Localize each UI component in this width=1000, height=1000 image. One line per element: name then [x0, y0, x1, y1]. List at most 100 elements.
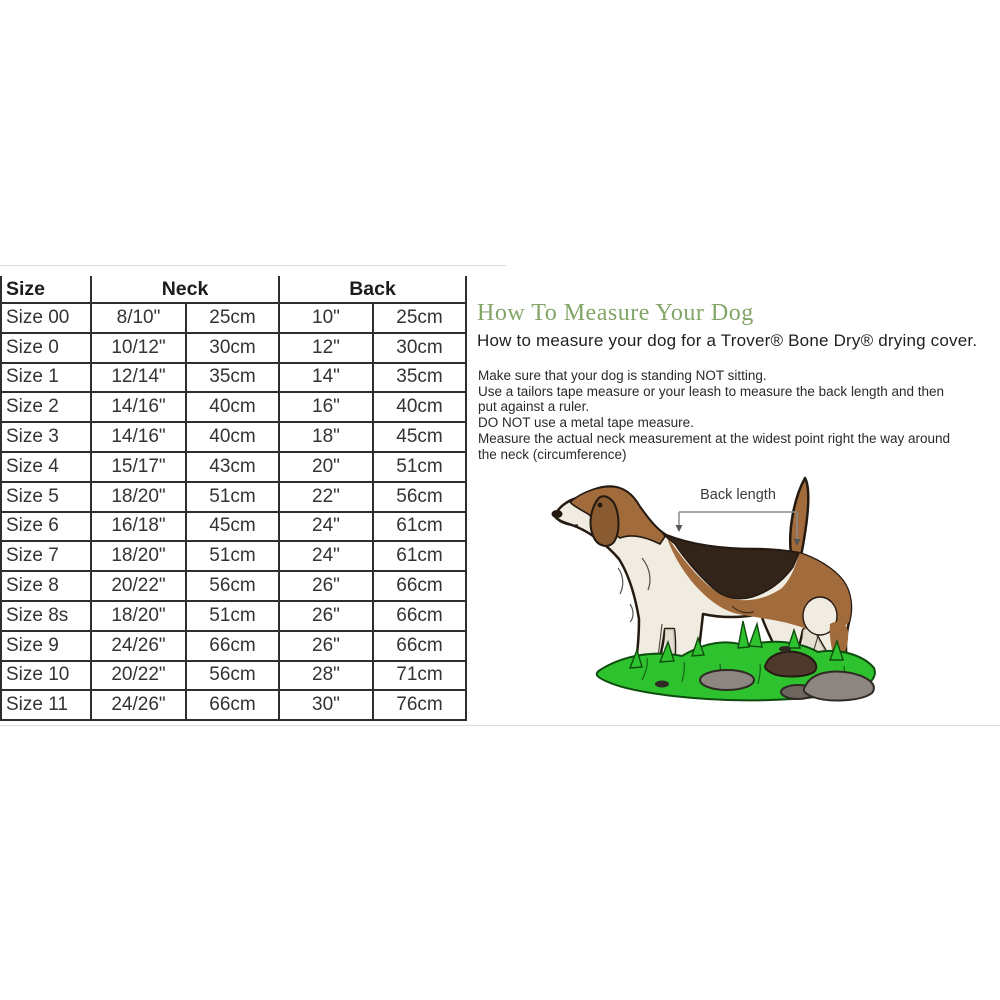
table-row: Size 3 14/16" 40cm 18" 45cm [0, 421, 467, 453]
cell-neck_in: 12/14" [90, 361, 187, 394]
cell-back_cm: 76cm [372, 689, 467, 722]
cell-size: Size 8s [0, 599, 92, 632]
cell-neck_in: 20/22" [90, 570, 187, 602]
cell-neck_in: 18/20" [90, 480, 187, 513]
cell-neck_cm: 66cm [185, 629, 280, 662]
top-divider-line [0, 265, 506, 266]
cell-size: Size 9 [0, 629, 92, 662]
column-header-back: Back [278, 276, 467, 304]
guide-heading: How To Measure Your Dog [477, 299, 754, 326]
cell-size: Size 5 [0, 480, 92, 513]
cell-neck_in: 14/16" [90, 421, 187, 453]
instruction-line: DO NOT use a metal tape measure. [478, 415, 694, 431]
cell-back_in: 26" [278, 599, 374, 632]
cell-neck_cm: 40cm [185, 421, 280, 453]
cell-neck_cm: 51cm [185, 599, 280, 632]
instruction-line: the neck (circumference) [478, 446, 627, 462]
cell-neck_in: 15/17" [90, 450, 187, 483]
back-length-bracket [678, 511, 798, 540]
size-chart: Size Neck Back Size 00 8/10" 25cm 10" 25cm Si… [0, 276, 467, 722]
cell-back_cm: 71cm [372, 659, 467, 692]
rocks [655, 646, 875, 702]
cell-back_in: 20" [278, 450, 374, 483]
cell-neck_cm: 25cm [185, 302, 280, 334]
dog-thigh-patch [802, 596, 838, 636]
cell-back_cm: 61cm [372, 540, 467, 573]
guide-intro-text: How to measure your dog for a Trover® Bo… [477, 331, 978, 350]
instruction-line: Measure the actual neck measurement at t… [478, 430, 951, 446]
cell-size: Size 1 [0, 361, 92, 394]
cell-back_in: 26" [278, 629, 374, 662]
cell-back_in: 22" [278, 480, 374, 513]
cell-size: Size 11 [0, 689, 92, 722]
cell-size: Size 8 [0, 570, 92, 602]
size-table-body: Size 00 8/10" 25cm 10" 25cm Size 0 10/12" 30cm 1… [0, 302, 467, 722]
cell-back_cm: 25cm [372, 302, 467, 334]
cell-back_cm: 66cm [372, 599, 467, 632]
table-row: Size 5 18/20" 51cm 22" 56cm [0, 480, 467, 513]
table-row: Size 10 20/22" 56cm 28" 71cm [0, 659, 467, 692]
cell-back_cm: 40cm [372, 391, 467, 424]
dog-ear [589, 495, 620, 547]
cell-neck_in: 14/16" [90, 391, 187, 424]
back-length-label: Back length [700, 487, 776, 503]
cell-back_in: 14" [278, 361, 374, 394]
table-row: Size 9 24/26" 66cm 26" 66cm [0, 629, 467, 662]
cell-size: Size 00 [0, 302, 92, 334]
table-row: Size 6 16/18" 45cm 24" 61cm [0, 510, 467, 543]
cell-back_cm: 30cm [372, 331, 467, 364]
cell-back_cm: 35cm [372, 361, 467, 394]
cell-neck_cm: 51cm [185, 480, 280, 513]
guide-instructions: Make sure that your dog is standing NOT … [478, 368, 1000, 462]
cell-size: Size 0 [0, 331, 92, 364]
dog-illustration: Back length [551, 476, 876, 702]
table-row: Size 2 14/16" 40cm 16" 40cm [0, 391, 467, 424]
cell-neck_cm: 35cm [185, 361, 280, 394]
back-length-arrowheads [675, 525, 801, 546]
cell-size: Size 2 [0, 391, 92, 424]
cell-back_cm: 66cm [372, 570, 467, 602]
size-chart-header: Size Neck Back [0, 276, 467, 304]
cell-neck_in: 18/20" [90, 540, 187, 573]
cell-neck_cm: 43cm [185, 450, 280, 483]
cell-neck_cm: 45cm [185, 510, 280, 543]
cell-back_in: 10" [278, 302, 374, 334]
cell-neck_in: 24/26" [90, 689, 187, 722]
cell-neck_cm: 30cm [185, 331, 280, 364]
cell-back_cm: 51cm [372, 450, 467, 483]
dog-eye [597, 502, 603, 508]
table-row: Size 7 18/20" 51cm 24" 61cm [0, 540, 467, 573]
cell-back_cm: 56cm [372, 480, 467, 513]
column-header-size: Size [0, 276, 92, 304]
cell-neck_cm: 66cm [185, 689, 280, 722]
cell-size: Size 3 [0, 421, 92, 453]
cell-back_in: 30" [278, 689, 374, 722]
table-row: Size 11 24/26" 66cm 30" 76cm [0, 689, 467, 722]
cell-size: Size 6 [0, 510, 92, 543]
dog-nose [551, 510, 563, 518]
table-row: Size 1 12/14" 35cm 14" 35cm [0, 361, 467, 394]
table-row: Size 8 20/22" 56cm 26" 66cm [0, 570, 467, 602]
cell-back_in: 24" [278, 540, 374, 573]
instruction-line: Use a tailors tape measure or your leash… [478, 383, 945, 399]
cell-neck_in: 18/20" [90, 599, 187, 632]
cell-neck_cm: 40cm [185, 391, 280, 424]
size-chart-table: Size Neck Back Size 00 8/10" 25cm 10" 25cm Si… [0, 276, 467, 722]
cell-neck_cm: 51cm [185, 540, 280, 573]
cell-neck_cm: 56cm [185, 570, 280, 602]
cell-back_in: 16" [278, 391, 374, 424]
table-row: Size 8s 18/20" 51cm 26" 66cm [0, 599, 467, 632]
cell-size: Size 7 [0, 540, 92, 573]
cell-back_cm: 45cm [372, 421, 467, 453]
table-row: Size 00 8/10" 25cm 10" 25cm [0, 302, 467, 334]
cell-neck_cm: 56cm [185, 659, 280, 692]
cell-back_cm: 66cm [372, 629, 467, 662]
cell-back_in: 24" [278, 510, 374, 543]
cell-back_in: 28" [278, 659, 374, 692]
cell-back_in: 12" [278, 331, 374, 364]
table-row: Size 0 10/12" 30cm 12" 30cm [0, 331, 467, 364]
instruction-line: Make sure that your dog is standing NOT … [478, 368, 767, 383]
header-row: Size Neck Back [0, 276, 467, 304]
cell-neck_in: 20/22" [90, 659, 187, 692]
cell-neck_in: 16/18" [90, 510, 187, 543]
